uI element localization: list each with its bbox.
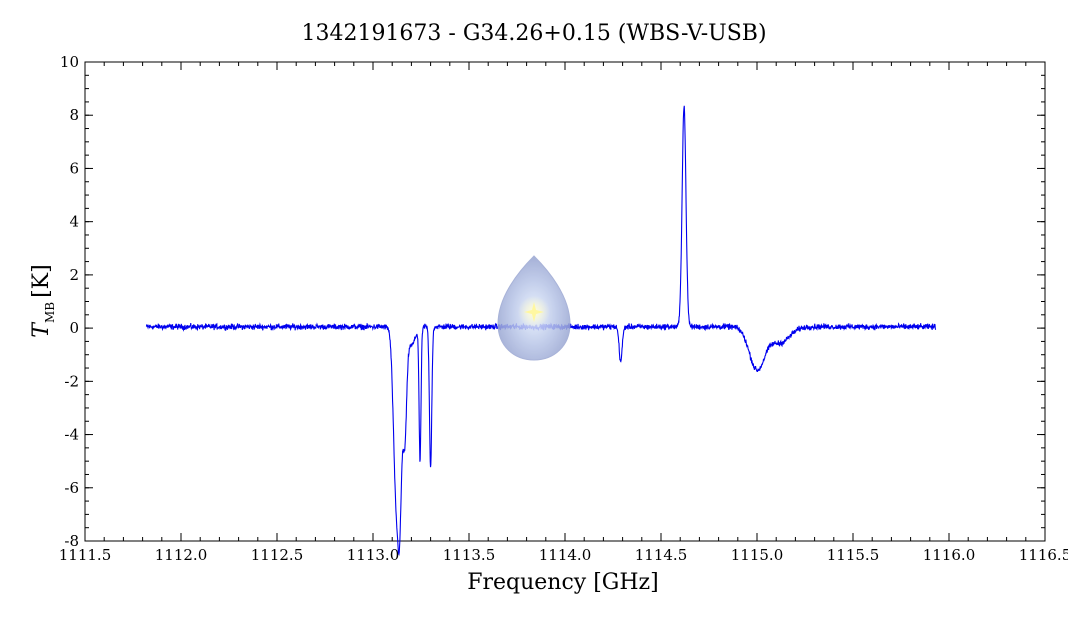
y-tick-label: 10 [60, 53, 79, 71]
x-axis-label: Frequency [GHz] [467, 570, 659, 595]
x-tick-labels: 1111.5 1112.0 1112.5 1113.0 1113.5 1114.0 1114… [59, 546, 1068, 564]
y-tick-labels: -8 -6 -4 -2 0 2 4 6 8 10 [60, 53, 79, 550]
y-axis-label-main: T [29, 321, 54, 338]
y-axis-label: TMB [K] [29, 264, 57, 337]
x-tick-label: 1113.0 [347, 546, 400, 564]
svg-text:TMB[K]: TMB [K] [29, 264, 57, 337]
droplet-logo-icon [497, 255, 571, 361]
y-tick-label: -4 [64, 426, 79, 444]
y-tick-label: -6 [64, 479, 79, 497]
x-tick-label: 1112.0 [155, 546, 208, 564]
x-tick-label: 1116.0 [923, 546, 976, 564]
x-tick-label: 1116.5 [1019, 546, 1068, 564]
y-tick-label: 6 [69, 159, 79, 177]
y-axis-label-sub: MB [43, 302, 57, 323]
x-tick-label: 1115.5 [827, 546, 880, 564]
y-tick-label: -2 [64, 372, 79, 390]
y-tick-label: 8 [69, 106, 79, 124]
y-tick-label: 2 [69, 266, 79, 284]
x-tick-label: 1113.5 [443, 546, 496, 564]
x-tick-label: 1114.0 [539, 546, 592, 564]
x-tick-label: 1112.5 [251, 546, 304, 564]
axis-ticks [84, 61, 1046, 542]
y-axis-label-unit: [K] [29, 264, 54, 298]
y-tick-label: 0 [69, 319, 79, 337]
x-tick-label: 1111.5 [59, 546, 112, 564]
x-tick-label: 1114.5 [635, 546, 688, 564]
chart-title: 1342191673 - G34.26+0.15 (WBS-V-USB) [301, 21, 766, 46]
y-tick-label: 4 [69, 213, 79, 231]
y-tick-label: -8 [64, 532, 79, 550]
x-tick-label: 1115.0 [731, 546, 784, 564]
